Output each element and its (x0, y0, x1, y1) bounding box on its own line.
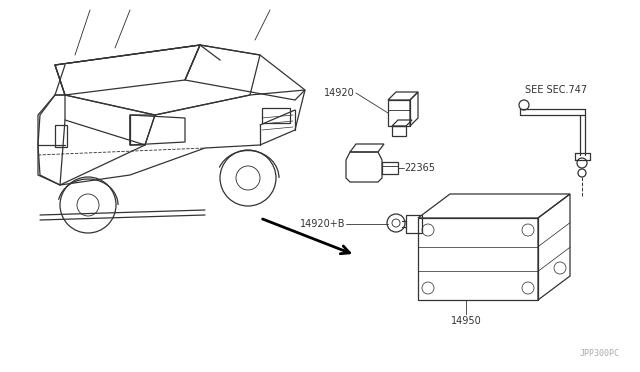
Text: 14920: 14920 (324, 88, 355, 98)
Text: 22365: 22365 (404, 163, 435, 173)
Text: SEE SEC.747: SEE SEC.747 (525, 85, 587, 95)
Bar (392, 126, 406, 136)
Text: JPP300PC: JPP300PC (580, 349, 620, 358)
Text: 14950: 14950 (451, 316, 481, 326)
Bar (388, 100, 410, 126)
Bar (262, 108, 290, 123)
Bar (382, 162, 398, 174)
Bar (406, 215, 422, 233)
Bar (418, 218, 538, 300)
Text: 14920+B: 14920+B (300, 219, 345, 229)
Bar (55, 125, 67, 147)
